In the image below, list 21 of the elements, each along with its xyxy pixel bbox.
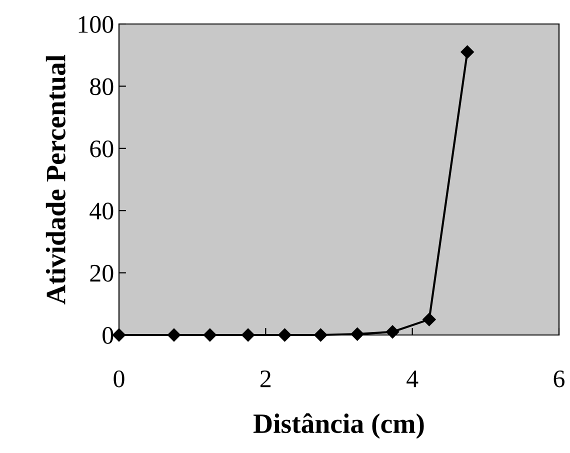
point xyxy=(460,45,474,59)
point xyxy=(422,312,436,326)
y-tick-label: 100 xyxy=(78,16,114,33)
point xyxy=(314,328,328,342)
y-tick-label: 20 xyxy=(90,264,114,282)
y-tick-label: 0 xyxy=(102,327,114,344)
y-tick-label: 40 xyxy=(90,202,114,220)
point xyxy=(241,328,255,342)
x-tick-label: 6 xyxy=(554,370,565,388)
point xyxy=(278,328,292,342)
point xyxy=(203,328,217,342)
y-tick-label: 60 xyxy=(90,140,114,158)
point xyxy=(167,328,181,342)
x-axis-title: Distância (cm) xyxy=(253,413,424,439)
y-axis-title: Atividade Percentual xyxy=(46,54,66,304)
point xyxy=(350,327,364,341)
x-tick-label: 0 xyxy=(114,370,124,388)
x-tick-label: 2 xyxy=(260,370,271,388)
point xyxy=(386,325,400,338)
y-tick-label: 80 xyxy=(90,78,114,96)
x-tick-label: 4 xyxy=(406,370,418,388)
